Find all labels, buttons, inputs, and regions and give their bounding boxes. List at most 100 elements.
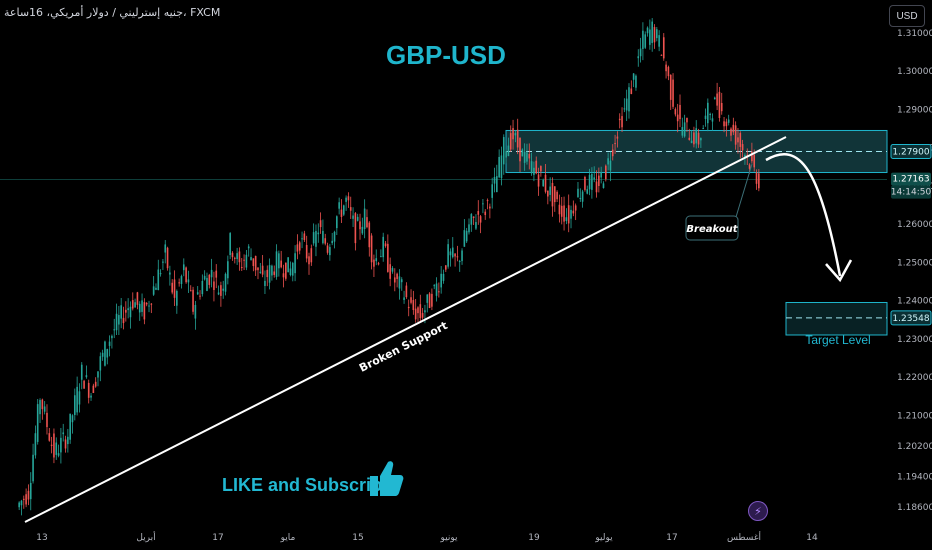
candle-body <box>751 151 753 162</box>
y-tick-label: 1.29000 <box>897 105 932 115</box>
candle-body <box>609 160 612 171</box>
candle-body <box>618 118 621 121</box>
candle-body <box>217 292 220 295</box>
candle-body <box>338 202 340 209</box>
candle-body <box>739 133 742 147</box>
candle-body <box>268 265 271 283</box>
candle-body <box>744 155 746 158</box>
candle-body <box>642 30 644 49</box>
candle-body <box>315 230 317 247</box>
candle-body <box>359 221 361 230</box>
candle-body <box>405 285 408 298</box>
candle-body <box>507 145 510 157</box>
symbol-label: جنيه إسترليني / دولار أمريكي، 16ساعة، FX… <box>4 6 221 19</box>
candle-body <box>215 270 218 278</box>
broken-support-line <box>24 136 787 523</box>
candle-body <box>734 125 737 145</box>
x-tick-label: 13 <box>36 533 47 543</box>
candle-body <box>187 279 190 283</box>
candle-body <box>440 273 442 288</box>
candle-body <box>398 276 401 289</box>
candle-body <box>173 279 176 298</box>
candle-body <box>723 121 725 127</box>
candle-body <box>375 258 378 262</box>
candle-body <box>83 380 85 389</box>
candle-body <box>208 274 211 285</box>
candle-body <box>340 209 343 217</box>
candle-body <box>725 121 728 127</box>
breakout-box <box>685 215 739 241</box>
candle-body <box>676 114 679 122</box>
x-tick-label: يوليو <box>594 533 613 543</box>
candle-body <box>623 108 626 110</box>
candle-body <box>206 277 208 292</box>
candle-body <box>227 261 229 279</box>
candle-body <box>87 382 90 398</box>
resistance-price-tag: 1.27900 <box>892 148 929 158</box>
candle-body <box>533 167 535 175</box>
candle-body <box>563 205 565 222</box>
candle-body <box>180 276 183 284</box>
candle-body <box>159 273 162 275</box>
y-tick-label: 1.20200 <box>897 442 932 452</box>
candle-body <box>695 128 698 144</box>
like-subscribe-text: LIKE and Subscribe <box>222 475 393 495</box>
candle-body <box>331 240 334 244</box>
candle-body <box>127 308 129 311</box>
candle-body <box>560 205 563 217</box>
candle-body <box>697 132 700 145</box>
resistance-price-tag-bg <box>890 144 932 159</box>
candle-body <box>41 399 44 410</box>
candle-body <box>479 216 482 223</box>
candle-body <box>48 433 51 441</box>
candle-body <box>470 214 473 225</box>
candle-body <box>669 74 672 100</box>
candle-body <box>25 494 27 505</box>
candle-body <box>535 160 538 174</box>
candle-body <box>591 173 593 190</box>
candle-body <box>393 277 396 283</box>
candle-body <box>319 220 322 228</box>
candle-body <box>85 375 88 378</box>
candle-body <box>120 305 122 319</box>
candle-body <box>94 381 97 387</box>
candle-body <box>649 29 651 45</box>
candle-body <box>106 349 109 358</box>
candle-body <box>672 79 674 107</box>
candle-body <box>377 263 380 265</box>
candle-body <box>616 136 619 139</box>
breakout-pointer <box>735 163 753 218</box>
candle-body <box>308 256 310 265</box>
candle-body <box>463 230 466 247</box>
candle-body <box>658 35 660 47</box>
candle-body <box>542 179 545 187</box>
candle-body <box>718 91 721 118</box>
candle-body <box>285 262 287 279</box>
candle-body <box>419 304 422 319</box>
candle-body <box>693 132 695 145</box>
candle-body <box>565 217 568 222</box>
candle-body <box>34 433 37 456</box>
candle-body <box>32 454 34 482</box>
candle-body <box>280 260 282 268</box>
candle-body <box>224 273 227 292</box>
candle-body <box>122 317 125 324</box>
thumbs-up-icon <box>366 458 404 502</box>
candle-body <box>387 243 389 272</box>
target-price-tag-bg <box>890 310 932 326</box>
candle-body <box>651 21 653 43</box>
candle-body <box>73 395 76 415</box>
candle-body <box>185 267 187 283</box>
candle-body <box>477 211 480 215</box>
lightning-icon[interactable]: ⚡ <box>748 501 768 521</box>
currency-button[interactable]: USD <box>889 5 925 27</box>
candle-body <box>164 244 167 253</box>
candle-body <box>709 113 711 116</box>
candle-body <box>324 238 327 244</box>
candle-body <box>141 300 143 312</box>
forecast-arrow <box>765 153 842 277</box>
candle-body <box>162 261 164 263</box>
candle-body <box>210 269 213 278</box>
candle-body <box>275 251 278 277</box>
